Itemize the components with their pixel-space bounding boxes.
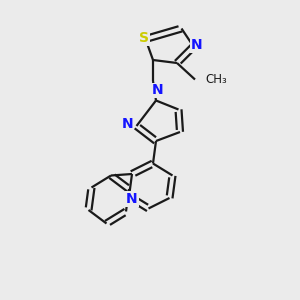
Text: S: S [139, 32, 149, 45]
Text: N: N [191, 38, 202, 52]
Text: N: N [122, 118, 134, 131]
Text: CH₃: CH₃ [206, 73, 227, 86]
Text: N: N [152, 83, 163, 98]
Text: N: N [126, 192, 138, 206]
